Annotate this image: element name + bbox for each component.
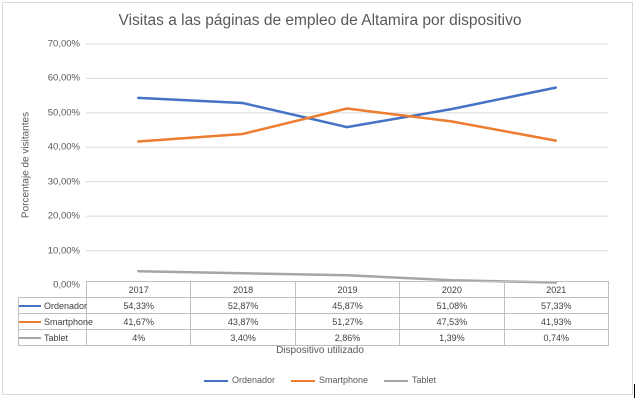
y-tick-label: 10,00% <box>47 245 80 257</box>
data-point-smartphone <box>450 120 453 123</box>
legend-label: Tablet <box>412 375 437 385</box>
y-tick-label: 50,00% <box>47 107 80 119</box>
x-tick-label: 2021 <box>503 281 609 298</box>
y-tick-label: 70,00% <box>47 38 80 50</box>
table-row: Ordenador 54,33% 52,87% 45,87% 51,08% 57,33% <box>18 297 609 314</box>
data-label: 51,27% <box>294 313 401 330</box>
legend-item: Smartphone <box>290 375 369 385</box>
data-label: 43,87% <box>190 313 296 330</box>
x-axis-label: Dispositivo utilizado <box>276 345 364 356</box>
series-key-cell: Tablet <box>18 329 87 346</box>
legend-swatch <box>203 379 228 382</box>
data-label: 2,86% <box>294 329 401 346</box>
legend-label: Smartphone <box>318 375 369 385</box>
series-key-cell: Ordenador <box>18 297 88 314</box>
text-cursor <box>634 384 635 398</box>
legend: Ordenador Smartphone Tablet <box>0 375 640 385</box>
table-row: Smartphone 41,67% 43,87% 51,27% 47,53% 41,93% <box>18 313 609 330</box>
legend-swatch <box>290 379 315 382</box>
data-point-ordenador <box>345 125 349 129</box>
series-key-line <box>19 321 41 324</box>
series-key-line <box>19 305 41 308</box>
data-label: 54,33% <box>85 297 192 314</box>
data-label: 41,67% <box>85 313 192 330</box>
legend-label: Ordenador <box>231 375 275 385</box>
data-label: 3,40% <box>190 329 296 346</box>
chart-title: Visitas a las páginas de empleo de Altam… <box>118 12 522 29</box>
data-label: 1,39% <box>399 329 505 346</box>
legend-swatch <box>384 379 409 382</box>
data-label: 47,53% <box>399 313 505 330</box>
legend-item: Ordenador <box>203 375 275 385</box>
data-label: 4% <box>85 329 192 346</box>
series-name: Smartphone <box>44 316 94 327</box>
x-tick-label: 2018 <box>190 281 296 298</box>
table-corner-cell <box>18 281 87 298</box>
x-tick-label: 2017 <box>85 281 192 298</box>
data-point-smartphone <box>554 139 557 142</box>
series-key-cell: Smartphone <box>18 313 93 330</box>
x-tick-label: 2019 <box>294 281 401 298</box>
series-name: Ordenador <box>44 300 88 311</box>
legend-item: Tablet <box>384 375 436 385</box>
data-label: 57,33% <box>503 297 609 314</box>
data-point-ordenador <box>450 107 453 111</box>
data-label: 0,74% <box>503 329 609 346</box>
y-tick-label: 40,00% <box>47 141 80 153</box>
data-point-tablet <box>137 270 140 273</box>
data-table: 2017 2018 2019 2020 2021 Ordenador 54,33% 52,87… <box>18 281 609 346</box>
data-label: 45,87% <box>294 297 401 314</box>
y-tick-label: 30,00% <box>47 176 80 188</box>
data-point-ordenador <box>137 96 140 100</box>
series-name: Tablet <box>44 332 69 343</box>
series-line-smartphone <box>138 107 557 143</box>
y-tick-label: 60,00% <box>47 72 80 84</box>
table-row: Tablet 4% 3,40% 2,86% 1,39% 0,74% <box>18 329 609 346</box>
data-label: 41,93% <box>503 313 609 330</box>
data-label: 52,87% <box>190 297 296 314</box>
data-point-smartphone <box>345 107 349 110</box>
data-point-ordenador <box>241 101 244 105</box>
series-key-line <box>19 337 41 340</box>
data-point-smartphone <box>137 140 140 143</box>
table-header-row: 2017 2018 2019 2020 2021 <box>18 281 609 298</box>
data-point-ordenador <box>554 86 557 89</box>
data-point-tablet <box>241 272 244 275</box>
data-point-tablet <box>345 273 349 277</box>
x-tick-label: 2020 <box>399 281 505 298</box>
y-tick-label: 20,00% <box>47 210 80 222</box>
data-point-tablet <box>450 279 453 282</box>
data-label: 51,08% <box>399 297 505 314</box>
data-point-smartphone <box>241 132 244 136</box>
